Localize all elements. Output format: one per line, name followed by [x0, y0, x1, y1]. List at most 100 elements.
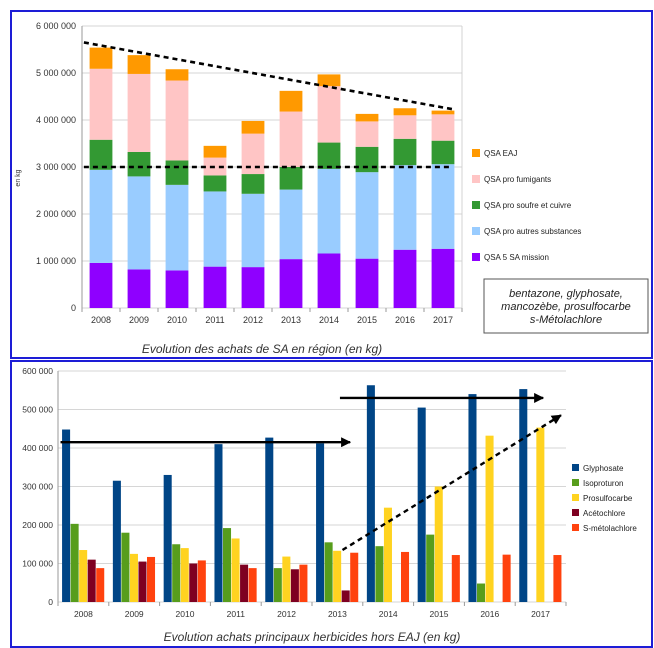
bottom-x-tick-label: 2012 — [277, 609, 296, 619]
top-chart-x-tick-labels: 2008 2009 2010 2011 2012 2013 2014 2015 2016 2017 — [91, 315, 453, 325]
top-legend-swatch — [472, 227, 480, 235]
bottom-bar — [87, 559, 96, 602]
top-y-tick-label: 4 000 000 — [36, 115, 76, 125]
bottom-bar — [485, 435, 494, 602]
top-chart-note-line: mancozèbe, prosulfocarbe — [501, 301, 631, 313]
bottom-bar — [341, 590, 350, 602]
top-legend-label: QSA pro fumigants — [484, 175, 551, 184]
bottom-bar — [197, 560, 206, 602]
top-bar-segment — [355, 172, 379, 259]
top-x-tick-label: 2010 — [167, 315, 187, 325]
bottom-bar — [79, 550, 88, 602]
top-bar-segment — [317, 74, 341, 87]
top-x-tick-label: 2012 — [243, 315, 263, 325]
top-bar-segment — [89, 139, 113, 170]
top-legend-swatch — [472, 253, 480, 261]
bottom-legend-swatch — [572, 524, 579, 531]
top-bar-segment — [165, 184, 189, 271]
bottom-arrow — [341, 414, 562, 552]
top-x-tick-label: 2016 — [395, 315, 415, 325]
bottom-bar — [502, 554, 511, 602]
top-chart-note-line: s-Métolachlore — [530, 314, 602, 326]
bottom-bar — [350, 552, 359, 602]
top-y-tick-label: 2 000 000 — [36, 209, 76, 219]
bottom-bar — [553, 555, 562, 602]
top-y-tick-label: 3 000 000 — [36, 162, 76, 172]
bottom-legend-label: Acétochlore — [583, 509, 626, 518]
bottom-y-tick-label: 500 000 — [22, 405, 53, 415]
bottom-bar — [70, 523, 79, 602]
bottom-bar — [138, 561, 147, 602]
top-legend-label: QSA 5 SA mission — [484, 253, 549, 262]
bottom-bar — [273, 568, 282, 602]
bottom-legend-label: Prosulfocarbe — [583, 494, 633, 503]
bottom-bar — [316, 443, 325, 602]
top-chart-y-tick-labels: 0 1 000 000 2 000 000 3 000 000 4 000 000 5 0… — [36, 21, 76, 313]
bottom-x-tick-label: 2016 — [480, 609, 499, 619]
top-bar-segment — [165, 80, 189, 161]
top-bar-segment — [279, 90, 303, 112]
bottom-bar — [112, 480, 121, 602]
bottom-x-tick-label: 2010 — [176, 609, 195, 619]
top-bar-segment — [127, 176, 151, 270]
bottom-bar — [434, 486, 443, 602]
bottom-legend-swatch — [572, 494, 579, 501]
top-bar-segment — [203, 145, 227, 158]
top-bar-segment — [431, 140, 455, 165]
top-bar-segment — [89, 262, 113, 308]
bottom-bar — [163, 474, 172, 602]
bottom-bar — [519, 389, 528, 602]
top-y-tick-label: 5 000 000 — [36, 68, 76, 78]
top-bar-segment — [89, 68, 113, 140]
top-bar-segment — [279, 167, 303, 190]
bottom-y-tick-label: 600 000 — [22, 366, 53, 376]
top-x-tick-label: 2014 — [319, 315, 339, 325]
bottom-bar — [248, 568, 257, 602]
top-bar-segment — [317, 168, 341, 254]
bottom-bar — [375, 546, 384, 602]
top-chart-legend: QSA EAJ QSA pro fumigants QSA pro soufre e… — [472, 149, 581, 262]
top-bar-segment — [393, 165, 417, 250]
top-bar-segment — [393, 108, 417, 116]
top-bar-segment — [165, 270, 189, 308]
top-bar-segment — [127, 55, 151, 74]
bottom-bar — [96, 568, 105, 602]
bottom-legend-label: Glyphosate — [583, 464, 624, 473]
top-bar-segment — [393, 249, 417, 308]
top-bar-segment — [317, 253, 341, 308]
bottom-bar — [180, 548, 189, 602]
bottom-bar — [231, 538, 240, 602]
top-bar-segment — [279, 111, 303, 167]
top-bar-segment — [317, 86, 341, 143]
bottom-x-tick-label: 2013 — [328, 609, 347, 619]
bottom-bar — [240, 564, 249, 602]
bottom-bar — [121, 532, 130, 602]
bottom-bar — [172, 544, 181, 602]
bottom-bar — [324, 542, 333, 602]
top-legend-swatch — [472, 201, 480, 209]
top-bar-segment — [431, 248, 455, 308]
bottom-chart-y-tick-labels: 0 100 000 200 000 300 000 400 000 500 000 600 … — [22, 366, 53, 607]
bottom-chart-title: Evolution achats principaux herbicides h… — [164, 630, 461, 644]
top-bar-segment — [393, 138, 417, 166]
top-x-tick-label: 2015 — [357, 315, 377, 325]
bottom-bar — [536, 427, 545, 602]
top-bar-segment — [355, 258, 379, 308]
top-bar-segment — [203, 191, 227, 267]
top-chart-note-box: bentazone, glyphosate, mancozèbe, prosulf… — [483, 278, 649, 334]
bottom-legend-label: Isoproturon — [583, 479, 623, 488]
top-bar-segment — [127, 269, 151, 308]
bottom-legend-swatch — [572, 464, 579, 471]
top-x-tick-label: 2009 — [129, 315, 149, 325]
bottom-bar — [451, 555, 460, 602]
top-legend-label: QSA pro soufre et cuivre — [484, 201, 572, 210]
bottom-bar — [214, 444, 223, 602]
bottom-legend-swatch — [572, 509, 579, 516]
bottom-x-tick-label: 2015 — [430, 609, 449, 619]
top-bar-segment — [241, 267, 265, 308]
top-x-tick-label: 2008 — [91, 315, 111, 325]
bottom-chart-arrows — [60, 392, 562, 552]
bottom-chart-frame — [10, 360, 653, 648]
bottom-bar — [282, 556, 291, 602]
